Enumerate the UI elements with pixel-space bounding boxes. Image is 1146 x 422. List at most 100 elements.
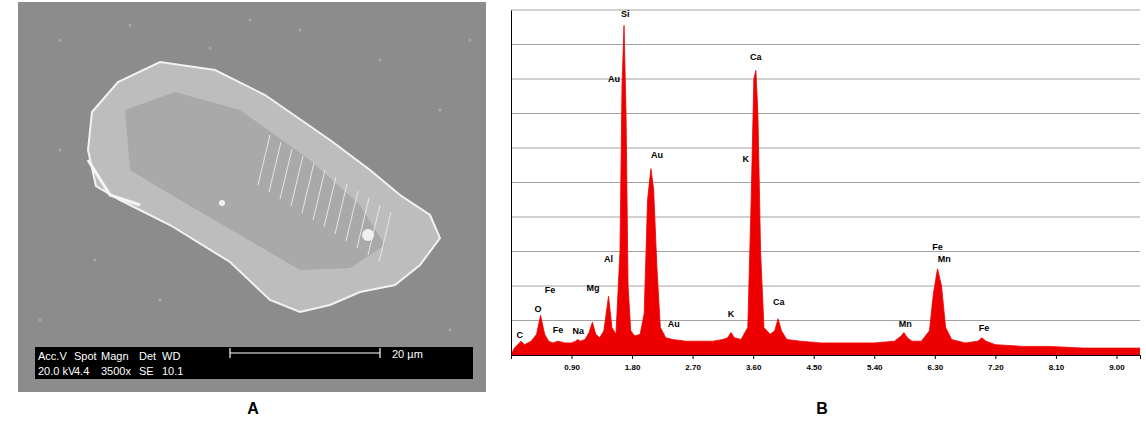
annotations: CFeOFeNaMgAlSiAuAuAuKKCaCaMnFeMnFe bbox=[516, 9, 989, 340]
info-header: WD bbox=[162, 350, 180, 362]
sem-striation bbox=[335, 184, 347, 234]
grid-line bbox=[511, 10, 1140, 11]
x-tick-mark bbox=[753, 355, 754, 359]
x-tick: 4.50 bbox=[806, 355, 822, 372]
sem-speck bbox=[468, 38, 471, 41]
peak-label: Fe bbox=[932, 242, 943, 252]
peak-label: Au bbox=[668, 319, 680, 329]
sem-speck bbox=[128, 23, 131, 26]
sem-speck bbox=[93, 258, 96, 261]
x-tick-label: 3.60 bbox=[746, 363, 762, 372]
grid-line bbox=[511, 251, 1140, 252]
sem-fragment bbox=[362, 229, 374, 241]
x-tick-mark bbox=[632, 355, 633, 359]
scale-bar-label: 20 µm bbox=[392, 348, 423, 360]
spectrum-area bbox=[511, 26, 1140, 355]
x-tick-label: 2.70 bbox=[685, 363, 701, 372]
panel-label: B bbox=[816, 400, 828, 417]
peak-label: Mg bbox=[587, 283, 600, 293]
x-tick-label: 6.30 bbox=[928, 363, 944, 372]
peak-label: Ca bbox=[750, 52, 762, 62]
grid-line bbox=[511, 286, 1140, 287]
sem-striation bbox=[302, 163, 314, 213]
info-header: Spot bbox=[74, 350, 97, 362]
sem-speck bbox=[378, 58, 381, 61]
sem-speck bbox=[58, 38, 61, 41]
grid-line bbox=[511, 217, 1140, 218]
sem-speck bbox=[208, 46, 211, 49]
peak-label: Au bbox=[651, 150, 663, 160]
peak-label: O bbox=[534, 304, 541, 314]
peak-label: Fe bbox=[979, 323, 990, 333]
info-header: Acc.V bbox=[38, 350, 67, 362]
grid-line bbox=[511, 148, 1140, 149]
sem-speck bbox=[298, 28, 301, 31]
x-tick: 9.00 bbox=[1109, 355, 1125, 372]
info-value: 10.1 bbox=[162, 365, 183, 377]
scale-bar-end bbox=[229, 348, 230, 358]
x-tick-mark bbox=[874, 355, 875, 359]
sem-speck bbox=[438, 108, 441, 111]
grid-line bbox=[511, 113, 1140, 114]
figure: Acc.V Spot Magn Det WD 20.0 kV4.4 3500x SE 10.1 2… bbox=[0, 0, 1146, 422]
sem-striation bbox=[280, 149, 292, 199]
y-axis bbox=[511, 11, 512, 356]
x-tick-label: 7.20 bbox=[988, 363, 1004, 372]
grid-line bbox=[511, 79, 1140, 80]
peak-label: Si bbox=[621, 9, 630, 19]
sem-edge bbox=[88, 160, 140, 205]
peak-label: Mn bbox=[899, 319, 912, 329]
x-tick-mark bbox=[1116, 355, 1117, 359]
info-value: 3500x bbox=[101, 365, 131, 377]
x-tick-mark bbox=[935, 355, 936, 359]
info-value: SE bbox=[139, 365, 154, 377]
grid-line bbox=[511, 182, 1140, 183]
sem-speck bbox=[38, 318, 41, 321]
info-header: Magn bbox=[101, 350, 129, 362]
info-header: Det bbox=[139, 350, 156, 362]
x-tick-label: 4.50 bbox=[806, 363, 822, 372]
x-tick-mark bbox=[995, 355, 996, 359]
x-tick: 7.20 bbox=[988, 355, 1004, 372]
sem-striation bbox=[324, 177, 336, 227]
peak-label: Fe bbox=[553, 325, 564, 335]
sem-speck bbox=[58, 148, 61, 151]
sem-background bbox=[18, 2, 486, 392]
x-tick: 5.40 bbox=[867, 355, 883, 372]
x-tick: 1.80 bbox=[625, 355, 641, 372]
x-tick: 3.60 bbox=[746, 355, 762, 372]
peak-label: Au bbox=[608, 74, 620, 84]
peak-label: K bbox=[728, 309, 735, 319]
peak-label: Fe bbox=[545, 285, 556, 295]
peak-label: C bbox=[516, 330, 523, 340]
x-axis-line bbox=[512, 356, 1141, 360]
sem-striation bbox=[291, 156, 303, 206]
info-bar bbox=[35, 347, 473, 379]
peak-label: Na bbox=[573, 326, 585, 336]
sem-speck bbox=[158, 298, 161, 301]
x-tick-label: 5.40 bbox=[867, 363, 883, 372]
sem-striation bbox=[313, 170, 325, 220]
info-value: 4.4 bbox=[74, 365, 89, 377]
x-tick: 6.30 bbox=[928, 355, 944, 372]
x-axis: 0.90 1.80 2.70 3.60 4.50 5.40 6.30 7.20 8.10 9.00 bbox=[512, 355, 1141, 372]
sem-particle-face bbox=[125, 92, 385, 270]
sem-striation bbox=[269, 142, 281, 192]
spectrum-panel: 0.90 1.80 2.70 3.60 4.50 5.40 6.30 7.20 8.10 9.00… bbox=[511, 9, 1141, 372]
sem-speck bbox=[448, 328, 451, 331]
x-tick-label: 9.00 bbox=[1109, 363, 1125, 372]
info-value: 20.0 kV bbox=[38, 365, 76, 377]
x-tick-mark bbox=[814, 355, 815, 359]
peak-label: Mn bbox=[938, 254, 951, 264]
sem-panel: Acc.V Spot Magn Det WD 20.0 kV4.4 3500x SE 10.1 2… bbox=[18, 2, 486, 392]
x-tick: 8.10 bbox=[1049, 355, 1065, 372]
sem-particle bbox=[88, 62, 440, 312]
panel-label: A bbox=[247, 400, 259, 417]
y-axis-line bbox=[511, 11, 512, 356]
scale-bar-end bbox=[379, 348, 380, 358]
scale-bar bbox=[230, 352, 380, 353]
x-tick-mark bbox=[1056, 355, 1057, 359]
peak-label: K bbox=[743, 154, 750, 164]
sem-fragment bbox=[219, 200, 225, 206]
x-tick: 0.90 bbox=[564, 355, 580, 372]
